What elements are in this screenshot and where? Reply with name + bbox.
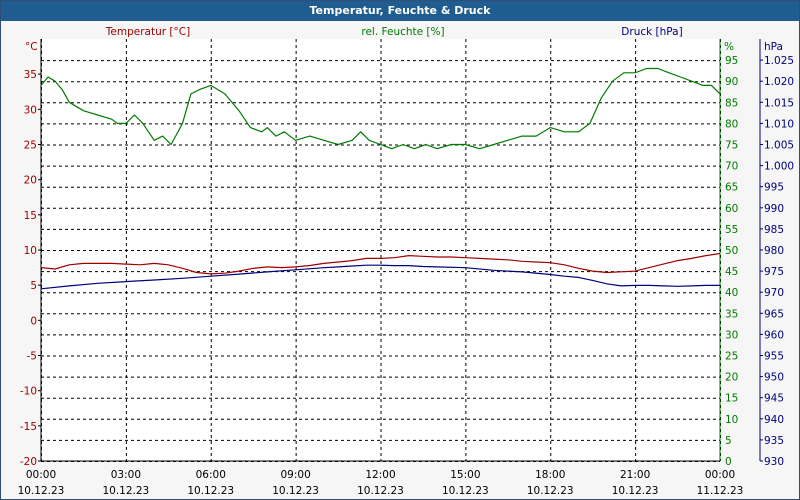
humidity-tick: 85 — [725, 97, 738, 109]
x-tick-date: 10.12.23 — [18, 485, 65, 497]
humidity-tick: 10 — [725, 414, 738, 426]
x-tick-time: 09:00 — [280, 469, 310, 481]
x-tick-time: 12:00 — [365, 469, 395, 481]
temperature-tick: 20 — [24, 175, 37, 187]
pressure-tick: 1.020 — [764, 76, 794, 88]
pressure-tick: 970 — [764, 287, 784, 299]
x-tick-date: 10.12.23 — [442, 485, 489, 497]
temperature-tick: -15 — [20, 421, 37, 433]
tick-labels: 00:00 10.12.23 03:00 10.12.23 06:00 10.12.23 0… — [18, 55, 794, 497]
temperature-tick: 0 — [30, 315, 37, 327]
humidity-tick: 80 — [725, 118, 738, 130]
humidity-unit-label: % — [724, 41, 734, 53]
x-tick-time: 03:00 — [111, 469, 141, 481]
pressure-tick: 1.025 — [764, 55, 794, 67]
temperature-tick: 5 — [30, 280, 37, 292]
temperature-tick: 35 — [24, 69, 37, 81]
pressure-tick: 1.005 — [764, 140, 794, 152]
humidity-tick: 55 — [725, 224, 738, 236]
pressure-tick: 965 — [764, 308, 784, 320]
pressure-tick: 980 — [764, 245, 784, 257]
humidity-tick: 15 — [725, 393, 738, 405]
pressure-tick: 1.010 — [764, 118, 794, 130]
humidity-tick: 5 — [725, 435, 732, 447]
pressure-tick: 1.000 — [764, 161, 794, 173]
humidity-tick: 0 — [725, 456, 732, 468]
humidity-tick: 45 — [725, 266, 738, 278]
pressure-series-line — [40, 264, 720, 290]
humidity-tick: 60 — [725, 203, 738, 215]
humidity-tick: 30 — [725, 329, 738, 341]
pressure-tick: 975 — [764, 266, 784, 278]
x-tick-date: 10.12.23 — [612, 485, 659, 497]
temperature-tick: 30 — [24, 104, 37, 116]
pressure-tick: 985 — [764, 224, 784, 236]
temperature-axis-label: Temperatur [°C] — [105, 26, 190, 38]
x-tick-time: 00:00 — [705, 469, 735, 481]
humidity-tick: 90 — [725, 76, 738, 88]
pressure-tick: 960 — [764, 329, 784, 341]
x-tick-date: 10.12.23 — [272, 485, 319, 497]
x-tick-date: 10.12.23 — [357, 485, 404, 497]
temperature-tick: 10 — [24, 245, 37, 257]
pressure-tick: 945 — [764, 393, 784, 405]
pressure-tick: 955 — [764, 351, 784, 363]
pressure-tick: 1.015 — [764, 97, 794, 109]
humidity-tick: 50 — [725, 245, 738, 257]
pressure-tick: 930 — [764, 456, 784, 468]
humidity-series-line — [40, 67, 721, 150]
x-tick-time: 18:00 — [535, 469, 565, 481]
humidity-tick: 75 — [725, 140, 738, 152]
temperature-unit-label: °C — [25, 41, 38, 53]
x-tick-date: 10.12.23 — [187, 485, 234, 497]
pressure-tick: 940 — [764, 414, 784, 426]
series-lines — [40, 67, 721, 290]
x-tick-time: 21:00 — [620, 469, 650, 481]
x-tick-time: 06:00 — [196, 469, 226, 481]
temperature-tick: -20 — [20, 456, 37, 468]
x-tick-date: 11.12.23 — [697, 485, 744, 497]
chart-title: Temperatur, Feuchte & Druck — [1, 1, 799, 21]
pressure-unit-label: hPa — [764, 41, 783, 53]
pressure-tick: 995 — [764, 182, 784, 194]
humidity-tick: 70 — [725, 161, 738, 173]
humidity-tick: 25 — [725, 351, 738, 363]
pressure-axis-label: Druck [hPa] — [621, 26, 682, 38]
temperature-tick: -5 — [27, 351, 37, 363]
humidity-tick: 65 — [725, 182, 738, 194]
pressure-tick: 950 — [764, 372, 784, 384]
axes — [38, 39, 763, 462]
temperature-series-line — [40, 252, 721, 275]
humidity-tick: 95 — [725, 55, 738, 67]
x-tick-date: 10.12.23 — [102, 485, 149, 497]
temperature-tick: 25 — [24, 140, 37, 152]
pressure-tick: 990 — [764, 203, 784, 215]
temperature-tick: 15 — [24, 210, 37, 222]
x-tick-time: 00:00 — [26, 469, 56, 481]
x-tick-date: 10.12.23 — [527, 485, 574, 497]
pressure-tick: 935 — [764, 435, 784, 447]
temperature-tick: -10 — [20, 386, 37, 398]
humidity-axis-label: rel. Feuchte [%] — [361, 26, 444, 38]
humidity-tick: 35 — [725, 308, 738, 320]
humidity-tick: 40 — [725, 287, 738, 299]
humidity-tick: 20 — [725, 372, 738, 384]
x-tick-time: 15:00 — [450, 469, 480, 481]
